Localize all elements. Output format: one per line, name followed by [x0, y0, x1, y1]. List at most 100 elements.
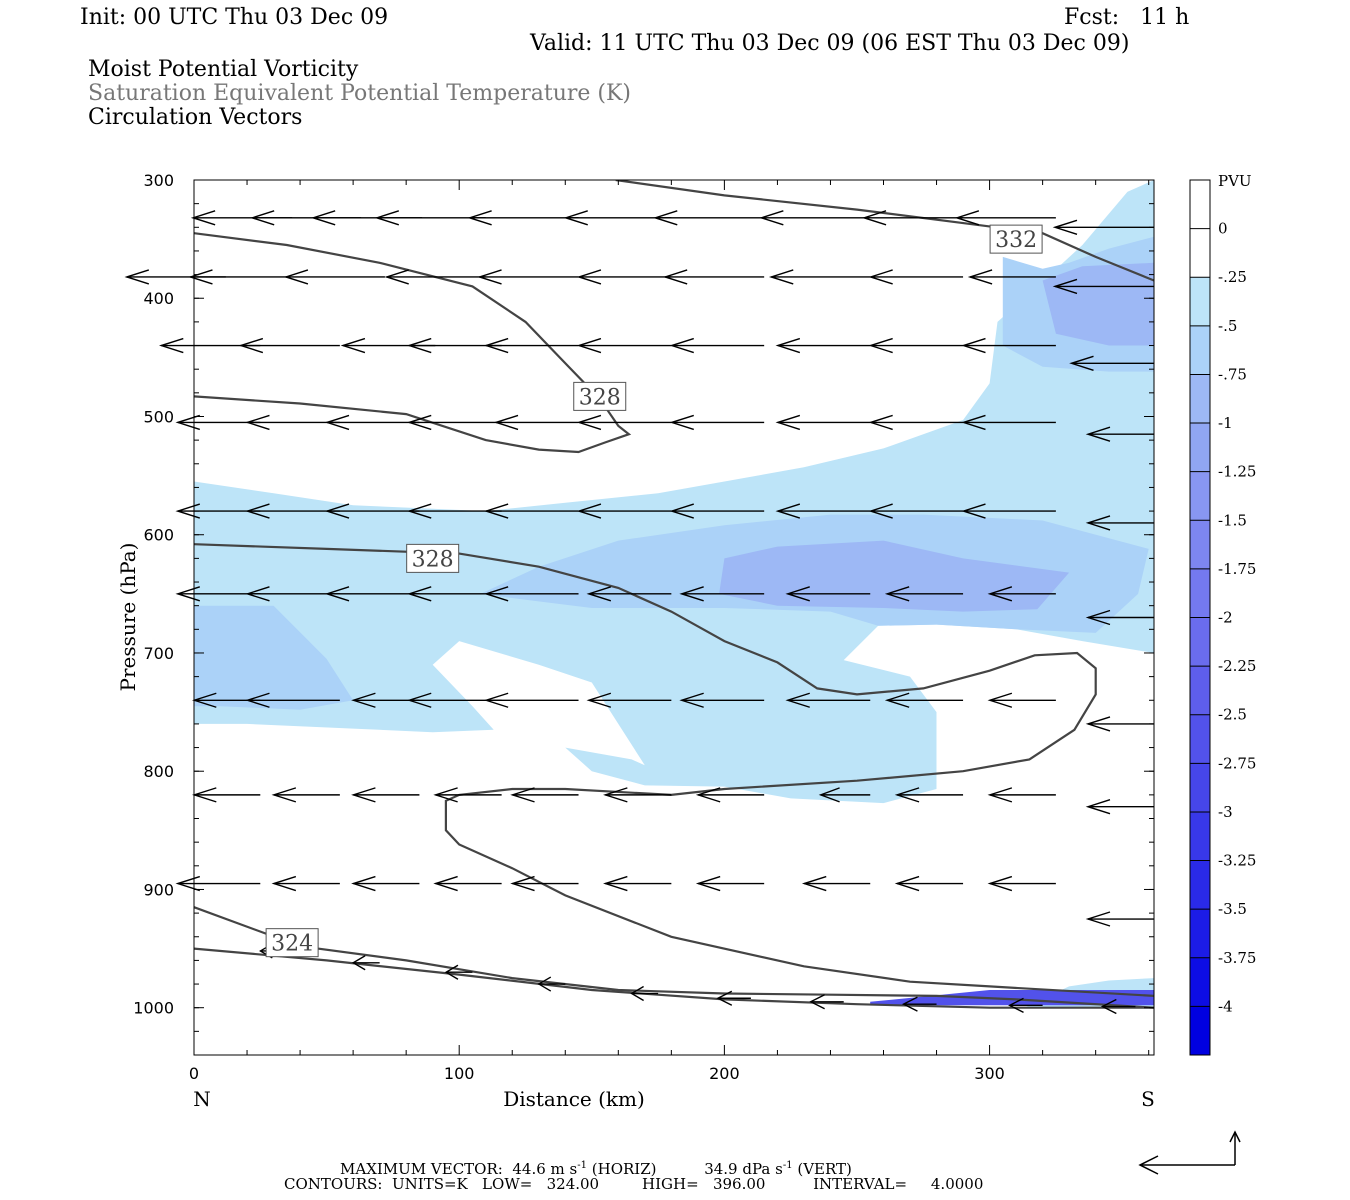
vector-low-3 [537, 976, 566, 992]
vector-low-4 [630, 985, 659, 1002]
colorbar-frame [1189, 179, 1211, 1056]
vector-low-5 [716, 990, 751, 1006]
vector-r5-c5 [586, 586, 672, 602]
colorbar-swatch-16 [1190, 957, 1210, 1007]
vector-r6-c5 [586, 692, 672, 708]
vector-r3-c6 [669, 414, 765, 431]
vector-r2-c4 [483, 337, 579, 354]
pv-fill-layer [194, 180, 1154, 1008]
vector-r7-c1 [271, 787, 340, 803]
colorbar-swatch-17 [1190, 1006, 1210, 1055]
vector-r5-c6 [679, 586, 765, 602]
colorbar-label-9: -2.25 [1218, 657, 1256, 675]
vector-r0-c4 [467, 210, 579, 226]
vector-r1-c7 [768, 269, 871, 285]
x-tick-label-100: 100 [444, 1064, 475, 1083]
pv-region-7 [870, 990, 1154, 1006]
theta-contour-4 [194, 947, 1154, 1009]
colorbar-label-13: -3.25 [1218, 852, 1256, 870]
vector-r8-c6 [695, 875, 765, 892]
vector-r6-c8 [884, 692, 964, 708]
vector-right-3 [1085, 426, 1154, 442]
colorbar-label-2: -.5 [1218, 317, 1237, 335]
vector-right-2 [1069, 355, 1154, 371]
vector-r8-c8 [894, 875, 964, 892]
theta-contour-0 [615, 180, 1154, 282]
vector-r4-c8 [868, 503, 964, 519]
max-horiz-exponent: -1 [577, 1160, 587, 1171]
vector-r7-c0 [191, 787, 261, 803]
vector-right-1 [1052, 278, 1154, 295]
contour-label-text-0: 332 [995, 228, 1037, 253]
colorbar-label-0: 0 [1218, 220, 1228, 238]
colorbar-swatch-3 [1190, 325, 1210, 375]
vector-r8-c4 [510, 875, 579, 892]
vector-r7-c4 [510, 787, 579, 803]
vector-r2-c8 [868, 337, 964, 354]
y-axis-label: Pressure (hPa) [116, 543, 140, 692]
pv-region-3 [194, 605, 354, 710]
vector-r8-c7 [801, 875, 871, 892]
vector-r4-c9 [961, 503, 1056, 519]
colorbar-swatch-12 [1190, 763, 1210, 812]
x-tick-label-300: 300 [974, 1064, 1005, 1083]
colorbar-label-6: -1.5 [1218, 511, 1247, 529]
vector-r1-c2 [283, 269, 385, 285]
vector-r4-c4 [483, 503, 579, 519]
max-vector-label: MAXIMUM VECTOR: [340, 1160, 503, 1178]
vector-r3-c7 [775, 414, 871, 431]
vector-r8-c2 [351, 875, 420, 892]
y-tick-label-500: 500 [143, 407, 174, 426]
valid-time: Valid: 11 UTC Thu 03 Dec 09 (06 EST Thu … [530, 31, 1130, 56]
vector-r4-c7 [775, 503, 871, 519]
theta-contour-3 [194, 906, 1154, 1009]
theta-contour-layer [194, 180, 1154, 1009]
x-tick-label-200: 200 [709, 1064, 740, 1083]
colorbar-unit: PVU [1218, 172, 1252, 190]
theta-contour-2 [194, 543, 1154, 997]
colorbar-swatch-4 [1190, 374, 1210, 424]
vector-r2-c6 [669, 337, 765, 354]
colorbar-swatch-9 [1190, 617, 1210, 667]
colorbar-label-7: -1.75 [1218, 560, 1256, 578]
vector-r7-c3 [433, 787, 502, 803]
field-title-vectors: Circulation Vectors [88, 105, 303, 130]
max-vert-value: 34.9 dPa s [704, 1160, 783, 1178]
vector-r6-c6 [679, 692, 765, 708]
vector-r3-c5 [576, 414, 672, 431]
vector-r5-c1 [245, 586, 340, 602]
field-title-theta: Saturation Equivalent Potential Temperat… [88, 81, 631, 106]
south-label: S [1141, 1087, 1155, 1111]
contour-label-0: 332 [989, 224, 1043, 254]
vector-right-7 [1085, 799, 1154, 815]
vector-low-2 [444, 964, 473, 980]
vector-r8-c3 [433, 875, 502, 892]
x-axis-label: Distance (km) [503, 1087, 645, 1111]
colorbar-label-11: -2.75 [1218, 754, 1256, 772]
vector-low-8 [1008, 997, 1043, 1013]
max-vert-unit: (VERT) [797, 1160, 852, 1178]
max-horiz-value: 44.6 m s [512, 1160, 578, 1178]
colorbar: PVU 0 -.25 -.5 -.75 -1 -1.25 -1.5 -1.75 -2 -2.25 -2… [1189, 172, 1256, 1056]
contour-label-text-2: 328 [412, 547, 454, 572]
y-tick-label-600: 600 [143, 526, 174, 545]
colorbar-label-10: -2.5 [1218, 706, 1247, 724]
y-tick-label-700: 700 [143, 644, 174, 663]
vector-r0-c6 [652, 210, 765, 226]
vector-low-1 [351, 955, 380, 971]
north-label: N [193, 1087, 211, 1111]
vector-r3-c3 [406, 414, 502, 431]
vector-r1-c3 [384, 269, 486, 285]
vector-right-0 [1052, 219, 1154, 235]
colorbar-swatch-5 [1190, 423, 1210, 472]
vector-r6-c1 [245, 692, 340, 708]
vector-r4-c6 [669, 503, 765, 519]
axes-layer: 300 400 500 600 700 800 900 1000 0 100 200 300 Dista… [116, 171, 1155, 1111]
circulation-vector-layer: 332 328 328 324 [124, 210, 1154, 1015]
colorbar-swatch-8 [1190, 568, 1210, 618]
colorbar-label-14: -3.5 [1218, 900, 1247, 918]
colorbar-swatch-7 [1190, 520, 1210, 569]
colorbar-label-16: -4 [1218, 997, 1233, 1015]
vector-r5-c7 [785, 586, 871, 602]
y-tick-label-900: 900 [143, 880, 174, 899]
